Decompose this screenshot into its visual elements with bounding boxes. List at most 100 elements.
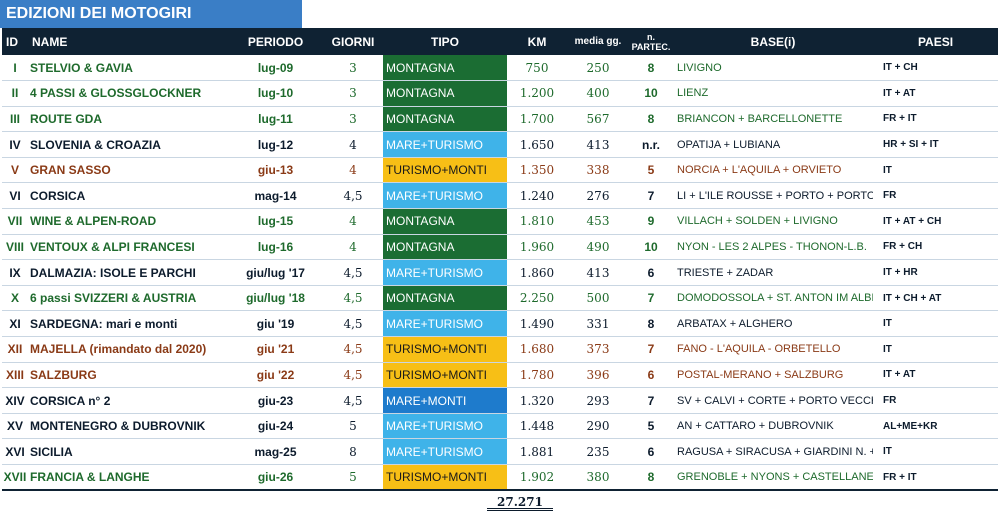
- cell-km[interactable]: 1.650: [507, 131, 567, 158]
- cell-giorni[interactable]: 4: [323, 157, 383, 184]
- cell-partec[interactable]: 8: [629, 464, 673, 492]
- cell-partec[interactable]: 6: [629, 438, 673, 465]
- cell-tipo[interactable]: MARE+TURISMO: [383, 259, 507, 286]
- col-header-partec[interactable]: n. PARTEC.: [629, 28, 673, 55]
- cell-periodo[interactable]: giu '22: [228, 362, 323, 389]
- cell-paesi[interactable]: IT: [873, 336, 998, 363]
- cell-id[interactable]: IV: [2, 131, 28, 158]
- cell-paesi[interactable]: IT + AT: [873, 362, 998, 389]
- cell-base[interactable]: BRIANCON + BARCELLONETTE: [673, 106, 873, 133]
- cell-tipo[interactable]: MARE+TURISMO: [383, 182, 507, 210]
- cell-partec[interactable]: 6: [629, 259, 673, 286]
- cell-giorni[interactable]: 3: [323, 106, 383, 133]
- cell-name[interactable]: MONTENEGRO & DUBROVNIK: [28, 413, 228, 440]
- cell-name[interactable]: GRAN SASSO: [28, 157, 228, 184]
- cell-paesi[interactable]: IT + CH: [873, 55, 998, 82]
- cell-tipo[interactable]: TURISMO+MONTI: [383, 157, 507, 184]
- cell-partec[interactable]: n.r.: [629, 131, 673, 158]
- cell-id[interactable]: XIV: [2, 387, 28, 414]
- cell-id[interactable]: XIII: [2, 362, 28, 389]
- cell-partec[interactable]: 8: [629, 55, 673, 82]
- cell-giorni[interactable]: 4,5: [323, 285, 383, 312]
- cell-id[interactable]: XII: [2, 336, 28, 363]
- col-header-name[interactable]: NAME: [32, 34, 68, 49]
- cell-km[interactable]: 1.960: [507, 234, 567, 261]
- cell-tipo[interactable]: MONTAGNA: [383, 234, 507, 261]
- cell-partec[interactable]: 7: [629, 182, 673, 210]
- cell-tipo[interactable]: TURISMO+MONTI: [383, 362, 507, 389]
- cell-paesi[interactable]: IT + HR: [873, 259, 998, 286]
- cell-giorni[interactable]: 5: [323, 413, 383, 440]
- cell-tipo[interactable]: TURISMO+MONTI: [383, 464, 507, 492]
- cell-periodo[interactable]: giu-23: [228, 387, 323, 414]
- cell-periodo[interactable]: giu-26: [228, 464, 323, 492]
- cell-giorni[interactable]: 4,5: [323, 336, 383, 363]
- cell-base[interactable]: FANO - L'AQUILA - ORBETELLO: [673, 336, 873, 363]
- cell-periodo[interactable]: lug-11: [228, 106, 323, 133]
- col-header-periodo[interactable]: PERIODO: [247, 34, 304, 49]
- cell-name[interactable]: ROUTE GDA: [28, 106, 228, 133]
- cell-media[interactable]: 290: [567, 413, 629, 440]
- cell-giorni[interactable]: 3: [323, 80, 383, 107]
- col-header-id[interactable]: ID: [6, 34, 18, 49]
- cell-periodo[interactable]: giu-24: [228, 413, 323, 440]
- cell-periodo[interactable]: mag-14: [228, 182, 323, 210]
- cell-periodo[interactable]: lug-16: [228, 234, 323, 261]
- col-header-giorni[interactable]: GIORNI: [331, 34, 375, 49]
- cell-paesi[interactable]: FR + IT: [873, 464, 998, 492]
- col-header-media[interactable]: media gg.: [574, 36, 622, 47]
- cell-id[interactable]: VII: [2, 208, 28, 235]
- cell-name[interactable]: SICILIA: [28, 438, 228, 465]
- cell-km[interactable]: 1.810: [507, 208, 567, 235]
- cell-tipo[interactable]: MONTAGNA: [383, 80, 507, 107]
- cell-partec[interactable]: 7: [629, 336, 673, 363]
- cell-km[interactable]: 1.240: [507, 182, 567, 210]
- cell-id[interactable]: XV: [2, 413, 28, 440]
- cell-media[interactable]: 235: [567, 438, 629, 465]
- cell-km[interactable]: 1.902: [507, 464, 567, 492]
- cell-paesi[interactable]: IT: [873, 157, 998, 184]
- cell-km[interactable]: 1.680: [507, 336, 567, 363]
- cell-km[interactable]: 750: [507, 55, 567, 82]
- cell-km[interactable]: 1.700: [507, 106, 567, 133]
- cell-base[interactable]: VILLACH + SOLDEN + LIVIGNO: [673, 208, 873, 235]
- cell-giorni[interactable]: 4,5: [323, 387, 383, 414]
- cell-base[interactable]: AN + CATTARO + DUBROVNIK: [673, 413, 873, 440]
- cell-id[interactable]: VIII: [2, 234, 28, 261]
- cell-base[interactable]: LIENZ: [673, 80, 873, 107]
- cell-name[interactable]: WINE & ALPEN-ROAD: [28, 208, 228, 235]
- cell-media[interactable]: 567: [567, 106, 629, 133]
- cell-paesi[interactable]: FR + IT: [873, 106, 998, 133]
- cell-media[interactable]: 413: [567, 259, 629, 286]
- cell-base[interactable]: LI + L'ILE ROUSSE + PORTO + PORTO VECCHI…: [673, 182, 873, 210]
- cell-giorni[interactable]: 4: [323, 131, 383, 158]
- cell-base[interactable]: DOMODOSSOLA + ST. ANTON IM ALBERG: [673, 285, 873, 312]
- cell-km[interactable]: 1.490: [507, 310, 567, 338]
- cell-paesi[interactable]: IT: [873, 438, 998, 465]
- cell-giorni[interactable]: 4,5: [323, 310, 383, 338]
- cell-media[interactable]: 396: [567, 362, 629, 389]
- cell-periodo[interactable]: giu '21: [228, 336, 323, 363]
- cell-media[interactable]: 490: [567, 234, 629, 261]
- cell-id[interactable]: I: [2, 55, 28, 82]
- cell-name[interactable]: VENTOUX & ALPI FRANCESI: [28, 234, 228, 261]
- cell-base[interactable]: ARBATAX + ALGHERO: [673, 310, 873, 338]
- cell-name[interactable]: STELVIO & GAVIA: [28, 55, 228, 82]
- cell-name[interactable]: CORSICA n° 2: [28, 387, 228, 414]
- cell-partec[interactable]: 8: [629, 310, 673, 338]
- cell-name[interactable]: 6 passi SVIZZERI & AUSTRIA: [28, 285, 228, 312]
- cell-periodo[interactable]: giu '19: [228, 310, 323, 338]
- cell-media[interactable]: 400: [567, 80, 629, 107]
- cell-media[interactable]: 453: [567, 208, 629, 235]
- cell-giorni[interactable]: 5: [323, 464, 383, 492]
- cell-media[interactable]: 338: [567, 157, 629, 184]
- col-header-km[interactable]: KM: [527, 34, 547, 49]
- cell-tipo[interactable]: MARE+MONTI: [383, 387, 507, 414]
- cell-giorni[interactable]: 4,5: [323, 259, 383, 286]
- cell-base[interactable]: OPATIJA + LUBIANA: [673, 131, 873, 158]
- cell-periodo[interactable]: lug-12: [228, 131, 323, 158]
- cell-name[interactable]: SARDEGNA: mari e monti: [28, 310, 228, 338]
- col-header-base[interactable]: BASE(i): [750, 34, 796, 49]
- cell-paesi[interactable]: IT + AT: [873, 80, 998, 107]
- cell-periodo[interactable]: lug-15: [228, 208, 323, 235]
